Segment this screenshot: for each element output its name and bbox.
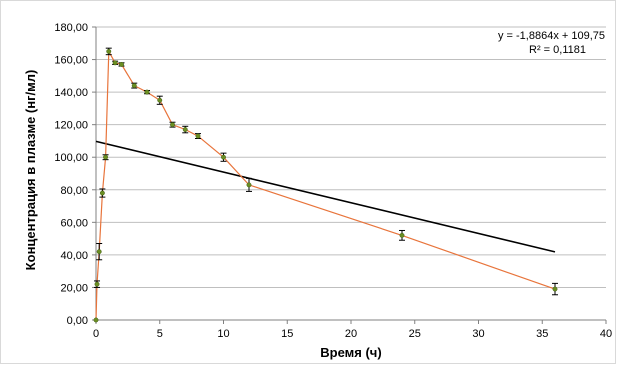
x-tick-label: 30 [472,328,484,340]
y-tick-label: 140,00 [54,87,88,99]
y-tick-label: 60,00 [60,217,88,229]
data-point [103,155,107,159]
x-axis-title: Время (ч) [320,345,381,360]
x-tick-label: 35 [536,328,548,340]
data-point [158,98,162,102]
data-point [132,83,136,87]
y-tick-label: 40,00 [60,250,88,262]
trendline-r-squared: R² = 0,1181 [529,44,586,56]
y-tick-label: 80,00 [60,185,88,197]
data-point [113,61,117,65]
y-tick-label: 0,00 [67,315,88,327]
trendline-equation: y = -1,8864x + 109,75 [498,30,605,42]
data-point [183,127,187,131]
x-tick-label: 0 [93,328,99,340]
data-point [196,134,200,138]
y-tick-label: 120,00 [54,120,88,132]
data-point [553,287,557,291]
x-tick-label: 25 [409,328,421,340]
y-tick-label: 100,00 [54,152,88,164]
data-point [145,90,149,94]
y-tick-label: 20,00 [60,282,88,294]
data-point [95,282,99,286]
data-point [97,249,101,253]
x-tick-label: 40 [600,328,612,340]
y-tick-label: 180,00 [54,22,88,34]
data-point [221,155,225,159]
x-tick-label: 10 [217,328,229,340]
data-point [94,318,98,322]
data-point [247,183,251,187]
data-point [170,122,174,126]
data-point [107,49,111,53]
x-tick-label: 20 [345,328,357,340]
x-tick-label: 5 [157,328,163,340]
y-tick-label: 160,00 [54,55,88,67]
data-point [100,191,104,195]
data-point [119,62,123,66]
x-tick-label: 15 [281,328,293,340]
y-axis-title: Концентрация в плазме (нг/мл) [23,70,38,271]
data-point [400,233,404,237]
